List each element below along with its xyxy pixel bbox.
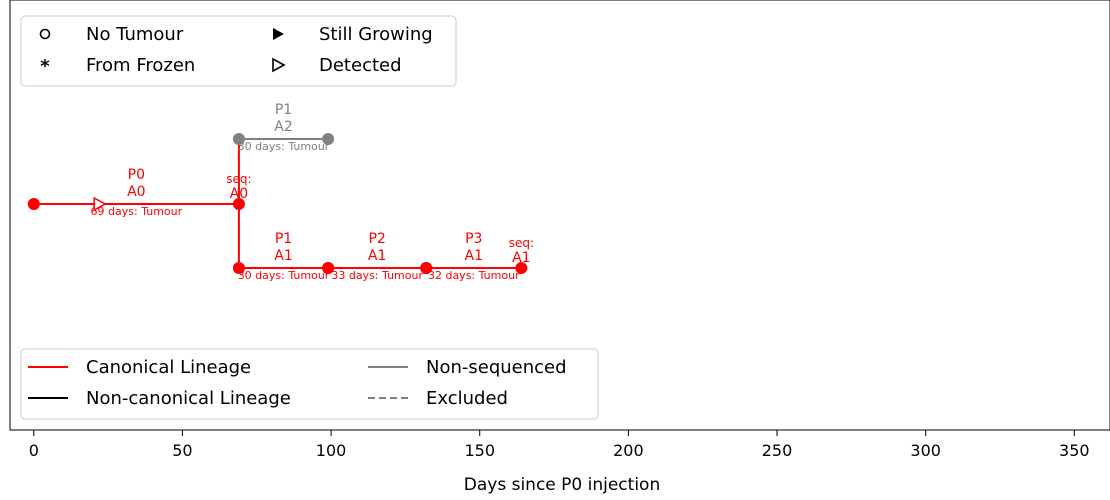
x-axis: 0 50 100 150 200 250 300 350 bbox=[29, 430, 1090, 460]
still-growing-icon bbox=[273, 28, 284, 40]
node-marker bbox=[322, 133, 335, 145]
marker-legend: No Tumour * From Frozen Still Growing Detect… bbox=[20, 15, 457, 87]
x-tick-label: 50 bbox=[172, 441, 192, 460]
line-legend-box bbox=[20, 348, 599, 420]
x-tick-label: 150 bbox=[464, 441, 495, 460]
seq-sample-label: A0 bbox=[230, 186, 248, 202]
node-marker bbox=[232, 133, 245, 145]
x-tick-label: 250 bbox=[762, 441, 793, 460]
legend-item-label: No Tumour bbox=[86, 24, 184, 45]
legend-item-label: From Frozen bbox=[86, 55, 195, 76]
duration-label: 30 days: Tumour bbox=[238, 269, 330, 282]
detected-icon bbox=[272, 57, 286, 73]
duration-label: 32 days: Tumour bbox=[428, 269, 520, 282]
legend-item-label: Still Growing bbox=[319, 24, 433, 45]
lineage-lines bbox=[33, 138, 522, 269]
node-marker bbox=[27, 198, 40, 210]
node-marker bbox=[322, 262, 335, 274]
passage-label: P2 bbox=[368, 231, 385, 247]
legend-item-label: Non-sequenced bbox=[426, 357, 567, 378]
marker-legend-box bbox=[20, 15, 457, 87]
duration-label: 69 days: Tumour bbox=[91, 205, 183, 218]
seq-sample-label: A1 bbox=[512, 250, 530, 266]
legend-item-label: Non-canonical Lineage bbox=[86, 388, 291, 409]
sample-label: A1 bbox=[274, 248, 292, 264]
duration-label: 30 days: Tumour bbox=[238, 140, 330, 153]
x-tick-label: 200 bbox=[613, 441, 644, 460]
lineage-markers bbox=[27, 133, 528, 274]
line-legend: Canonical Lineage Non-canonical Lineage No… bbox=[20, 348, 599, 420]
passage-label: P1 bbox=[275, 102, 292, 118]
passage-label: P1 bbox=[275, 231, 292, 247]
x-tick-label: 100 bbox=[316, 441, 347, 460]
node-marker bbox=[232, 262, 245, 274]
asterisk-icon: * bbox=[40, 56, 50, 77]
legend-item-label: Canonical Lineage bbox=[86, 357, 251, 378]
x-tick-label: 350 bbox=[1059, 441, 1090, 460]
seq-label: seq: bbox=[226, 172, 251, 186]
node-marker bbox=[232, 198, 245, 210]
duration-label: 33 days: Tumour bbox=[331, 269, 423, 282]
sample-label: A1 bbox=[465, 248, 483, 264]
node-marker bbox=[515, 262, 528, 274]
seq-label: seq: bbox=[509, 236, 534, 250]
detected-marker bbox=[93, 196, 107, 212]
no-tumour-icon bbox=[39, 28, 51, 40]
x-axis-label: Days since P0 injection bbox=[464, 475, 660, 495]
x-tick-label: 300 bbox=[910, 441, 941, 460]
x-tick-label: 0 bbox=[29, 441, 39, 460]
sample-label: A0 bbox=[127, 184, 145, 200]
sample-label: A2 bbox=[274, 119, 292, 135]
passage-label: P0 bbox=[128, 167, 145, 183]
passage-label: P3 bbox=[465, 231, 482, 247]
node-marker bbox=[420, 262, 433, 274]
legend-item-label: Detected bbox=[319, 55, 402, 76]
sample-label: A1 bbox=[368, 248, 386, 264]
legend-item-label: Excluded bbox=[426, 388, 508, 409]
